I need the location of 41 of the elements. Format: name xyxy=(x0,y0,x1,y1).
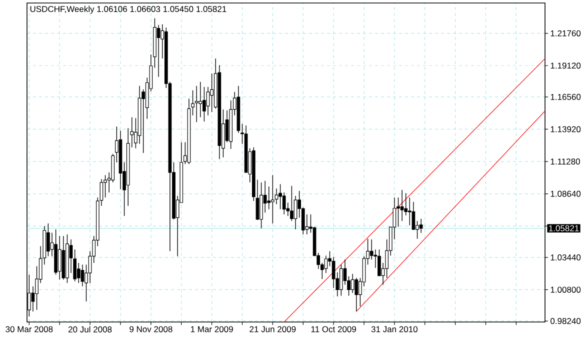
candlestick xyxy=(274,188,278,205)
y-tick-label: 1.11280 xyxy=(550,158,580,165)
candlestick xyxy=(324,255,328,274)
candlestick xyxy=(58,236,62,280)
x-tick-label: 30 Mar 2008 xyxy=(6,326,53,332)
x-tick-label: 9 Nov 2008 xyxy=(130,326,172,332)
ref-line-label: 1.05821 xyxy=(549,225,579,232)
candlestick xyxy=(354,278,358,312)
candlestick xyxy=(271,174,274,224)
candlestick xyxy=(76,262,80,284)
x-tick-label: 21 Jun 2009 xyxy=(250,326,296,332)
x-tick-label: 20 Jul 2008 xyxy=(68,326,112,332)
candlestick xyxy=(194,86,198,122)
candlestick xyxy=(419,218,423,234)
y-tick-label: 1.19120 xyxy=(550,62,581,69)
x-tick-label: 31 Jan 2010 xyxy=(371,326,418,332)
chart-title: USDCHF,Weekly 1.06106 1.06603 1.05450 1.05821 xyxy=(30,6,226,14)
candlestick xyxy=(80,264,84,287)
candlestick xyxy=(290,186,294,222)
candlestick xyxy=(206,86,210,116)
y-tick-label: 1.13920 xyxy=(550,126,581,132)
y-tick-label: 1.08640 xyxy=(550,190,581,197)
candlestick xyxy=(156,24,160,78)
candlestick xyxy=(210,73,214,112)
y-tick-label: 1.00800 xyxy=(550,286,581,293)
candlestick xyxy=(202,86,206,122)
candlestick xyxy=(408,197,412,226)
x-tick-label: 11 Oct 2009 xyxy=(311,326,356,332)
candlestick xyxy=(267,186,271,210)
candlestick xyxy=(294,196,298,230)
y-tick-label: 1.03440 xyxy=(550,254,581,260)
y-tick-label: 1.16560 xyxy=(550,94,581,100)
candlestick xyxy=(278,184,282,210)
candlestick xyxy=(46,223,50,257)
candlestick xyxy=(282,192,286,215)
y-tick-label: 1.21760 xyxy=(550,30,581,36)
candlestick xyxy=(400,190,404,222)
x-tick-label: 1 Mar 2009 xyxy=(190,326,233,332)
candlestick xyxy=(198,82,202,118)
candlestick xyxy=(350,274,354,294)
y-tick-label: 0.98240 xyxy=(550,318,581,324)
